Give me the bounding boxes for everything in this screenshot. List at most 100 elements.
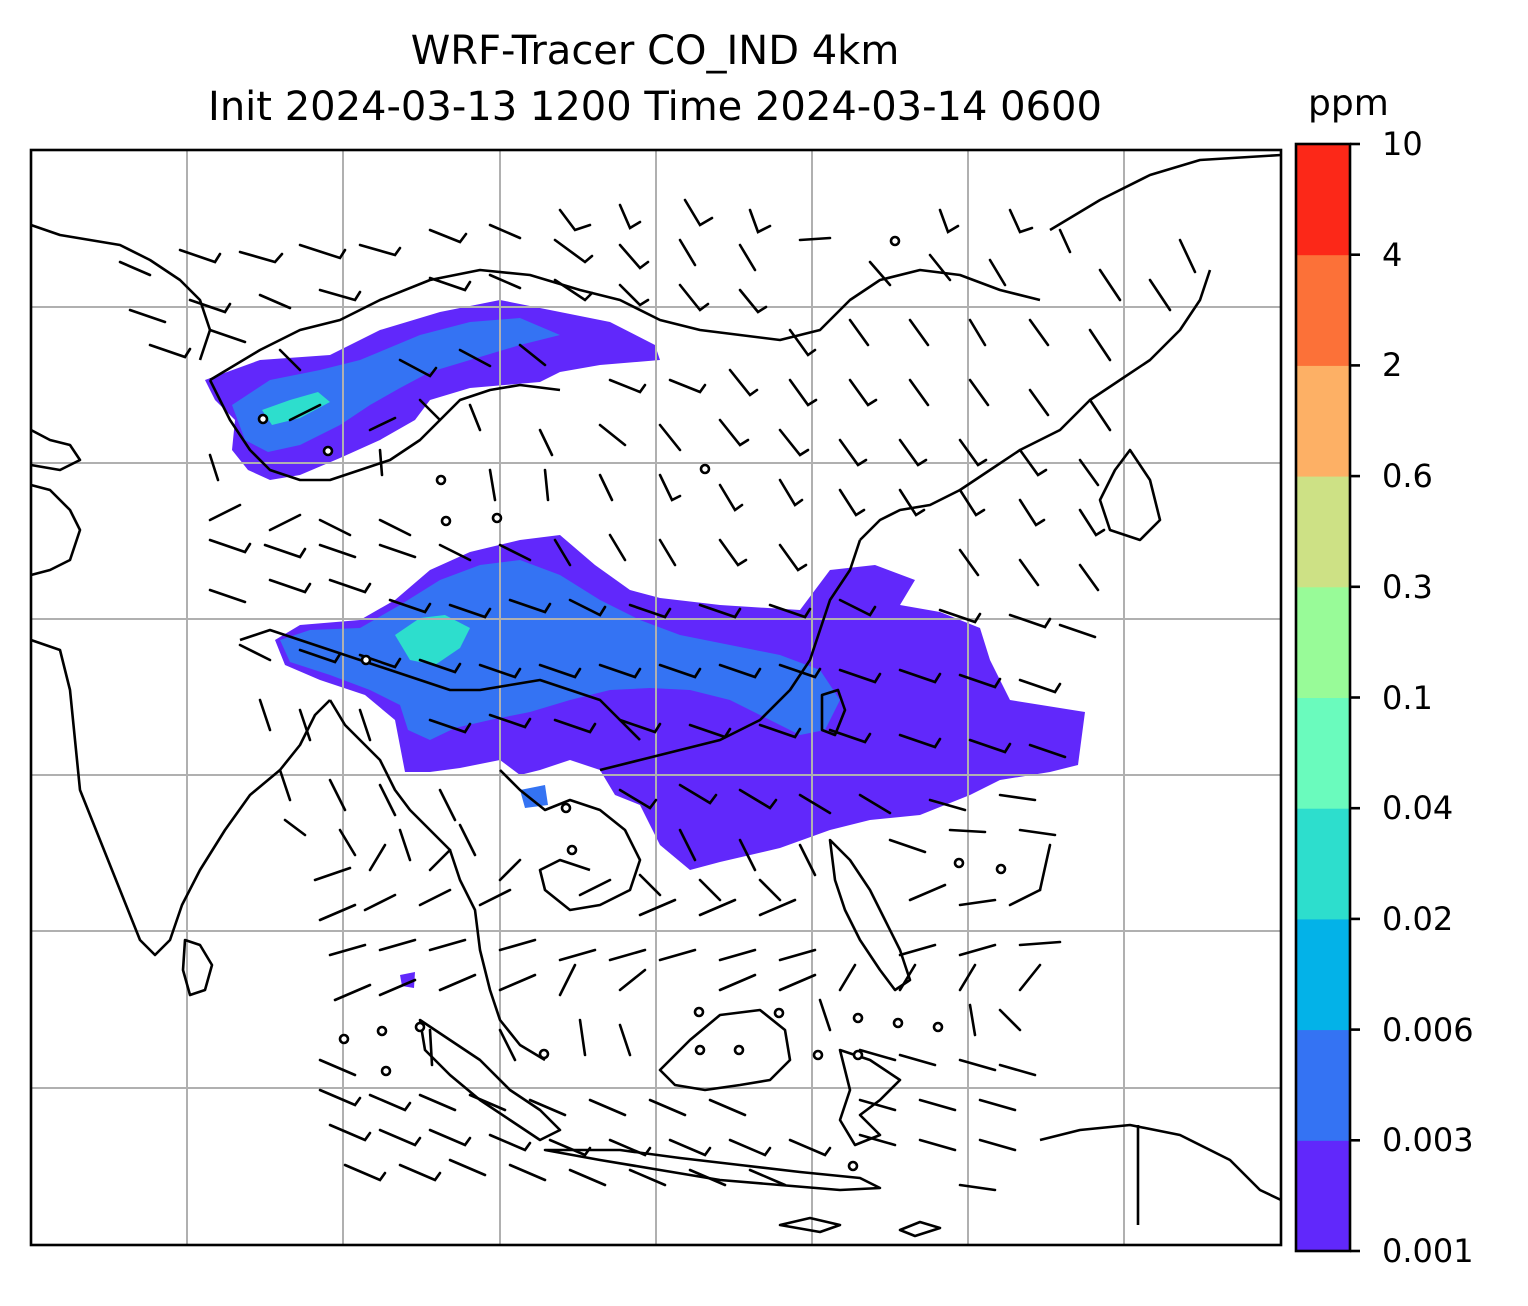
wind-barb — [488, 273, 522, 290]
wind-barb — [728, 1138, 772, 1157]
colorbar-tick-label: 0.02 — [1382, 899, 1454, 938]
wind-barb — [208, 538, 252, 554]
wind-barb — [848, 318, 870, 347]
wind-barb — [838, 438, 868, 467]
wind-barb — [428, 938, 467, 952]
wind-barb — [543, 468, 550, 502]
calm-circle — [414, 1021, 426, 1033]
wind-barb — [598, 663, 642, 679]
wind-barb — [778, 428, 810, 457]
wind-barb — [728, 368, 759, 397]
wind-barb — [498, 938, 537, 952]
wind-barb — [618, 718, 662, 734]
coast-india — [30, 638, 331, 957]
wind-barb — [858, 1048, 897, 1062]
coast-sulawesi — [838, 1048, 902, 1147]
wind-barb — [658, 948, 697, 962]
wind-barb — [898, 668, 942, 684]
wind-barb — [148, 343, 192, 359]
map-frame — [29, 148, 1283, 1247]
colorbar-segment — [1296, 365, 1350, 477]
wind-barb — [538, 663, 582, 679]
calm-circle — [322, 445, 334, 457]
wind-barb — [688, 1168, 727, 1187]
wind-barb — [1008, 208, 1034, 234]
calm-circle — [932, 1021, 944, 1033]
wind-barb — [898, 1053, 937, 1067]
wind-barb — [288, 403, 322, 422]
calm-circle — [773, 1007, 785, 1019]
colorbar-segment — [1296, 144, 1350, 256]
wind-barb — [553, 718, 597, 734]
wind-barb — [838, 488, 866, 517]
wind-barb — [898, 943, 937, 957]
border-china-west — [208, 379, 561, 482]
wind-barb — [558, 963, 577, 997]
calm-circle — [847, 1160, 859, 1172]
wind-barb — [928, 253, 952, 282]
wind-barb — [688, 723, 732, 739]
wind-barb — [1058, 623, 1097, 639]
wind-barb — [718, 948, 757, 962]
wind-barb — [508, 1163, 547, 1182]
calm-circle — [953, 857, 965, 869]
coast-taiwan — [820, 688, 847, 737]
wind-barb — [418, 398, 442, 422]
wind-barb — [548, 1138, 592, 1157]
wind-barb — [978, 1098, 1017, 1112]
wind-barb — [958, 488, 986, 517]
wind-barb — [328, 1123, 372, 1142]
wind-barb — [888, 838, 927, 854]
wind-barb — [448, 1158, 487, 1177]
wind-barb — [363, 893, 397, 912]
calm-circle — [892, 1017, 904, 1029]
coast-northeast — [1049, 153, 1282, 232]
wind-barb — [1078, 458, 1100, 487]
wind-barb — [358, 243, 402, 257]
calm-circle — [693, 1006, 705, 1018]
wind-barb — [918, 1138, 957, 1152]
colorbar-segment — [1296, 697, 1350, 809]
wind-barb — [958, 673, 1002, 689]
wind-barb — [1028, 743, 1067, 759]
wind-barb — [298, 648, 342, 664]
coast-lesser-sunda — [778, 1216, 842, 1234]
colorbar-tick-label: 10 — [1382, 125, 1423, 163]
calm-circle — [491, 512, 503, 524]
wind-barb — [553, 538, 572, 567]
wind-barb — [788, 1138, 832, 1157]
colorbar-segment — [1296, 1029, 1350, 1141]
wind-barb — [378, 448, 384, 477]
wind-barb — [588, 1098, 627, 1117]
calm-circle — [440, 515, 452, 527]
wind-barb — [328, 578, 372, 594]
coast-borneo — [658, 1008, 792, 1092]
wind-barb — [283, 818, 307, 837]
wind-barb — [1098, 268, 1122, 302]
wind-barb — [828, 728, 872, 744]
wind-barb — [998, 1008, 1022, 1032]
wind-barb — [718, 663, 762, 679]
wind-barb — [238, 643, 272, 662]
calm-circle — [699, 463, 711, 475]
wind-barb — [333, 983, 372, 1002]
wind-barb — [598, 473, 614, 502]
wind-barb — [798, 236, 832, 242]
wind-barb — [1178, 238, 1197, 274]
wind-barb — [938, 608, 982, 624]
wind-barb — [698, 898, 737, 917]
colorbar-segment — [1296, 918, 1350, 1031]
wind-barb — [748, 208, 772, 234]
wind-barb — [1018, 828, 1057, 837]
wind-barb — [668, 1138, 712, 1157]
wind-barb — [988, 258, 1007, 287]
wind-barb — [238, 250, 284, 264]
wind-barb — [738, 288, 768, 314]
wind-barb — [758, 723, 802, 739]
wind-barb — [918, 1098, 957, 1112]
wind-barb — [318, 1058, 357, 1077]
wind-barb — [1018, 498, 1046, 527]
wind-barb — [1088, 398, 1112, 432]
wind-barb — [1078, 563, 1100, 592]
wind-barb — [968, 738, 1012, 754]
